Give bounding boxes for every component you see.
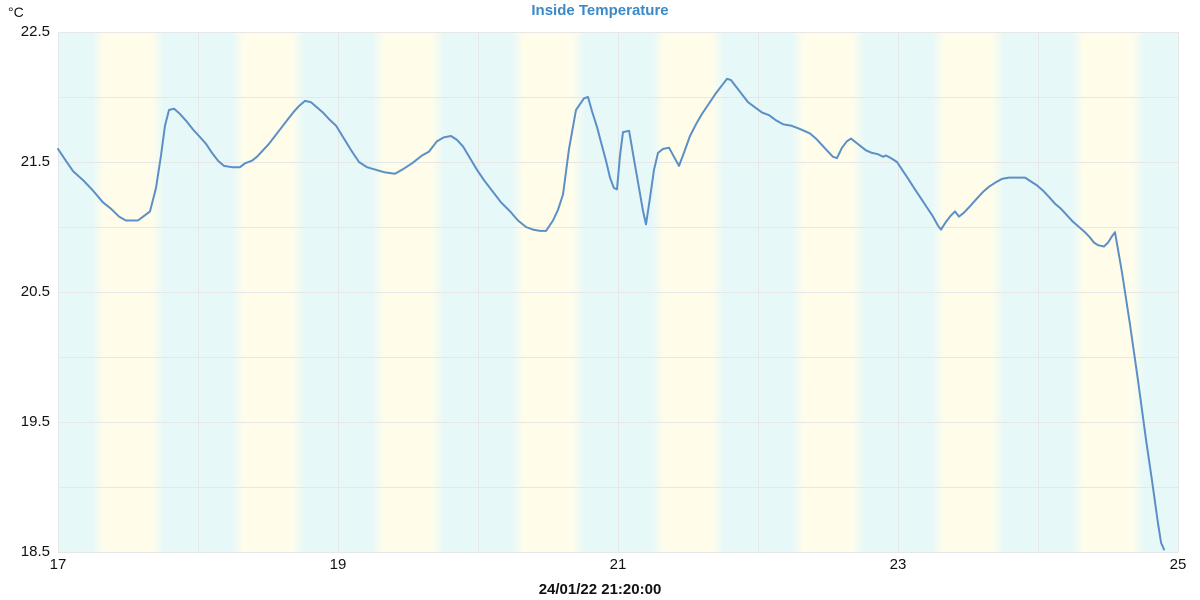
x-tick-label: 21 bbox=[609, 556, 627, 573]
x-tick-label: 19 bbox=[329, 556, 347, 573]
temperature-line bbox=[57, 77, 1165, 551]
x-tick-label: 23 bbox=[889, 556, 907, 573]
y-axis-unit-label: °C bbox=[8, 4, 24, 20]
chart-title: Inside Temperature bbox=[531, 2, 669, 19]
y-tick-label: 21.5 bbox=[20, 153, 50, 170]
current-timestamp-label: 24/01/22 21:20:00 bbox=[538, 581, 662, 598]
x-tick-label: 25 bbox=[1169, 556, 1187, 573]
y-tick-label: 20.5 bbox=[20, 283, 50, 300]
y-tick-label: 22.5 bbox=[20, 23, 50, 40]
y-tick-label: 19.5 bbox=[20, 413, 50, 430]
y-tick-label: 18.5 bbox=[20, 543, 50, 560]
x-tick-label: 17 bbox=[49, 556, 67, 573]
